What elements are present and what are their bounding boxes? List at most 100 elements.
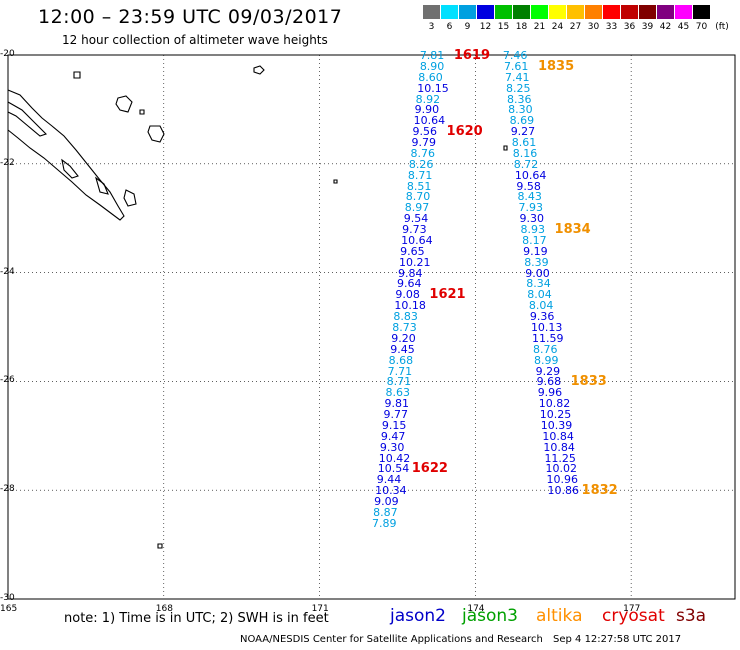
- pass-number: 1834: [554, 222, 591, 238]
- swh-value: 8.71: [386, 375, 412, 389]
- pass-number: 1622: [411, 461, 448, 477]
- swh-value: 10.13: [530, 321, 563, 334]
- scale-label: 45: [677, 22, 690, 32]
- legend-jason2: jason2: [390, 606, 446, 626]
- swh-value: 8.04: [527, 288, 552, 302]
- lon-tick-label: 168: [155, 604, 173, 614]
- swh-value: 8.17: [522, 233, 547, 247]
- swh-value: 10.82: [538, 397, 571, 411]
- scale-swatch: [639, 5, 656, 19]
- scale-label: 9: [464, 22, 471, 32]
- swh-value: 8.39: [524, 255, 549, 269]
- swh-value: 11.25: [544, 451, 576, 465]
- legend-altika: altika: [536, 606, 583, 626]
- swh-value: 10.34: [375, 484, 407, 498]
- swh-value: 9.58: [516, 179, 541, 193]
- swh-value: 7.46: [502, 49, 528, 62]
- swh-value: 8.83: [393, 310, 418, 324]
- swh-value: 7.61: [503, 59, 529, 73]
- scale-swatch: [477, 5, 494, 19]
- scale-label: 24: [551, 22, 564, 32]
- swh-value: 8.43: [517, 190, 542, 204]
- swh-value: 8.72: [513, 157, 539, 171]
- scale-label: 12: [479, 22, 492, 32]
- swh-value: 9.65: [400, 244, 425, 258]
- scale-swatch: [549, 5, 566, 19]
- scale-label: 15: [497, 22, 510, 32]
- scale-unit: (ft): [715, 22, 729, 32]
- swh-value: 8.36: [507, 92, 532, 106]
- pass-number: 1619: [453, 48, 490, 63]
- lat-tick-label: -22: [0, 157, 15, 168]
- swh-value: 7.71: [387, 364, 413, 378]
- swh-value: 9.09: [374, 495, 399, 509]
- lon-tick-label: 165: [0, 604, 18, 614]
- lat-tick-label: -20: [0, 49, 15, 59]
- swh-value: 10.84: [543, 440, 575, 454]
- swh-value: 10.86: [547, 484, 580, 498]
- graticule-grid: [7, 54, 735, 600]
- scale-label: 36: [623, 22, 636, 32]
- swh-value: 8.93: [520, 223, 546, 237]
- swh-value: 9.45: [390, 342, 415, 356]
- swh-value: 8.34: [526, 277, 551, 291]
- footer-timestamp: Sep 4 12:27:58 UTC 2017: [553, 634, 682, 645]
- scale-label: 27: [569, 22, 582, 32]
- swh-value: 9.96: [537, 386, 563, 400]
- scale-label: 18: [515, 22, 528, 32]
- swh-value: 10.64: [413, 114, 446, 128]
- swh-value: 10.54: [377, 462, 410, 476]
- swh-value: 8.63: [385, 386, 411, 400]
- swh-value: 9.90: [414, 103, 440, 117]
- pass-number: 1835: [537, 58, 575, 74]
- legend-s3a: s3a: [676, 606, 707, 626]
- swh-value: 7.81: [419, 49, 445, 62]
- swh-value: 9.08: [395, 288, 420, 302]
- scale-swatch: [603, 5, 620, 19]
- swh-value: 8.61: [511, 136, 537, 150]
- swh-value: 8.60: [418, 70, 443, 84]
- swh-value: 8.99: [534, 353, 559, 367]
- scale-label: 6: [446, 22, 453, 32]
- swh-value: 10.18: [394, 299, 426, 313]
- swh-value: 8.76: [533, 342, 558, 356]
- scale-label: 21: [533, 22, 546, 32]
- swh-value: 8.97: [404, 201, 430, 215]
- scale-label: 39: [641, 22, 654, 32]
- lat-tick-label: -24: [0, 266, 15, 277]
- swh-value: 8.26: [408, 157, 434, 171]
- scale-swatch: [495, 5, 512, 19]
- pass-number: 1621: [429, 287, 466, 303]
- swh-value: 9.19: [523, 244, 548, 258]
- swh-value: 8.69: [509, 114, 535, 128]
- swh-value: 8.73: [392, 321, 417, 334]
- swh-value: 7.41: [504, 70, 530, 84]
- swh-value: 9.29: [535, 364, 561, 378]
- coastline-new-caledonia: [7, 65, 508, 549]
- scale-swatch: [441, 5, 458, 19]
- swh-value: 7.93: [518, 201, 543, 215]
- scale-swatch: [567, 5, 584, 19]
- swh-value: 10.15: [417, 81, 449, 95]
- scale-label: 3: [428, 22, 435, 32]
- page-subtitle: 12 hour collection of altimeter wave hei…: [62, 33, 328, 47]
- swh-value: 9.68: [536, 375, 562, 389]
- swh-value: 9.30: [519, 212, 545, 226]
- swh-value: 8.70: [405, 190, 431, 204]
- swh-value: 7.89: [372, 516, 397, 530]
- swh-value: 11.59: [531, 331, 564, 345]
- footer-credit: NOAA/NESDIS Center for Satellite Applica…: [240, 634, 543, 645]
- lon-tick-label: 174: [467, 604, 485, 614]
- page-title: 12:00 – 23:59 UTC 09/03/2017: [38, 6, 343, 28]
- swh-value: 8.30: [508, 103, 533, 117]
- swh-value: 10.64: [514, 168, 547, 182]
- swh-value: 10.25: [539, 408, 572, 422]
- swh-value: 10.39: [540, 418, 573, 432]
- swh-value: 10.42: [378, 451, 411, 465]
- scale-swatch: [657, 5, 674, 19]
- swh-value: 8.92: [415, 92, 441, 106]
- scale-swatch: [531, 5, 548, 19]
- swh-value: 9.84: [398, 266, 423, 280]
- scale-swatch: [423, 5, 440, 19]
